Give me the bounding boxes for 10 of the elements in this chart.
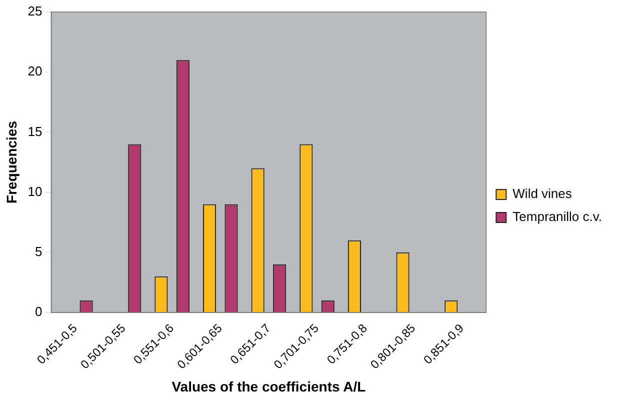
x-axis-title: Values of the coefficients A/L [172,378,366,394]
y-tick-label: 25 [28,4,42,19]
y-tick-label: 0 [35,304,42,320]
y-axis-title: Frequencies [3,120,20,204]
legend-label: Tempranillo c.v. [512,209,602,224]
y-tick-label: 10 [28,184,42,199]
y-tick-label: 5 [35,244,42,259]
y-tick-label: 15 [28,124,42,139]
y-tick-label: 20 [28,64,42,79]
legend-label: Wild vines [512,186,572,202]
